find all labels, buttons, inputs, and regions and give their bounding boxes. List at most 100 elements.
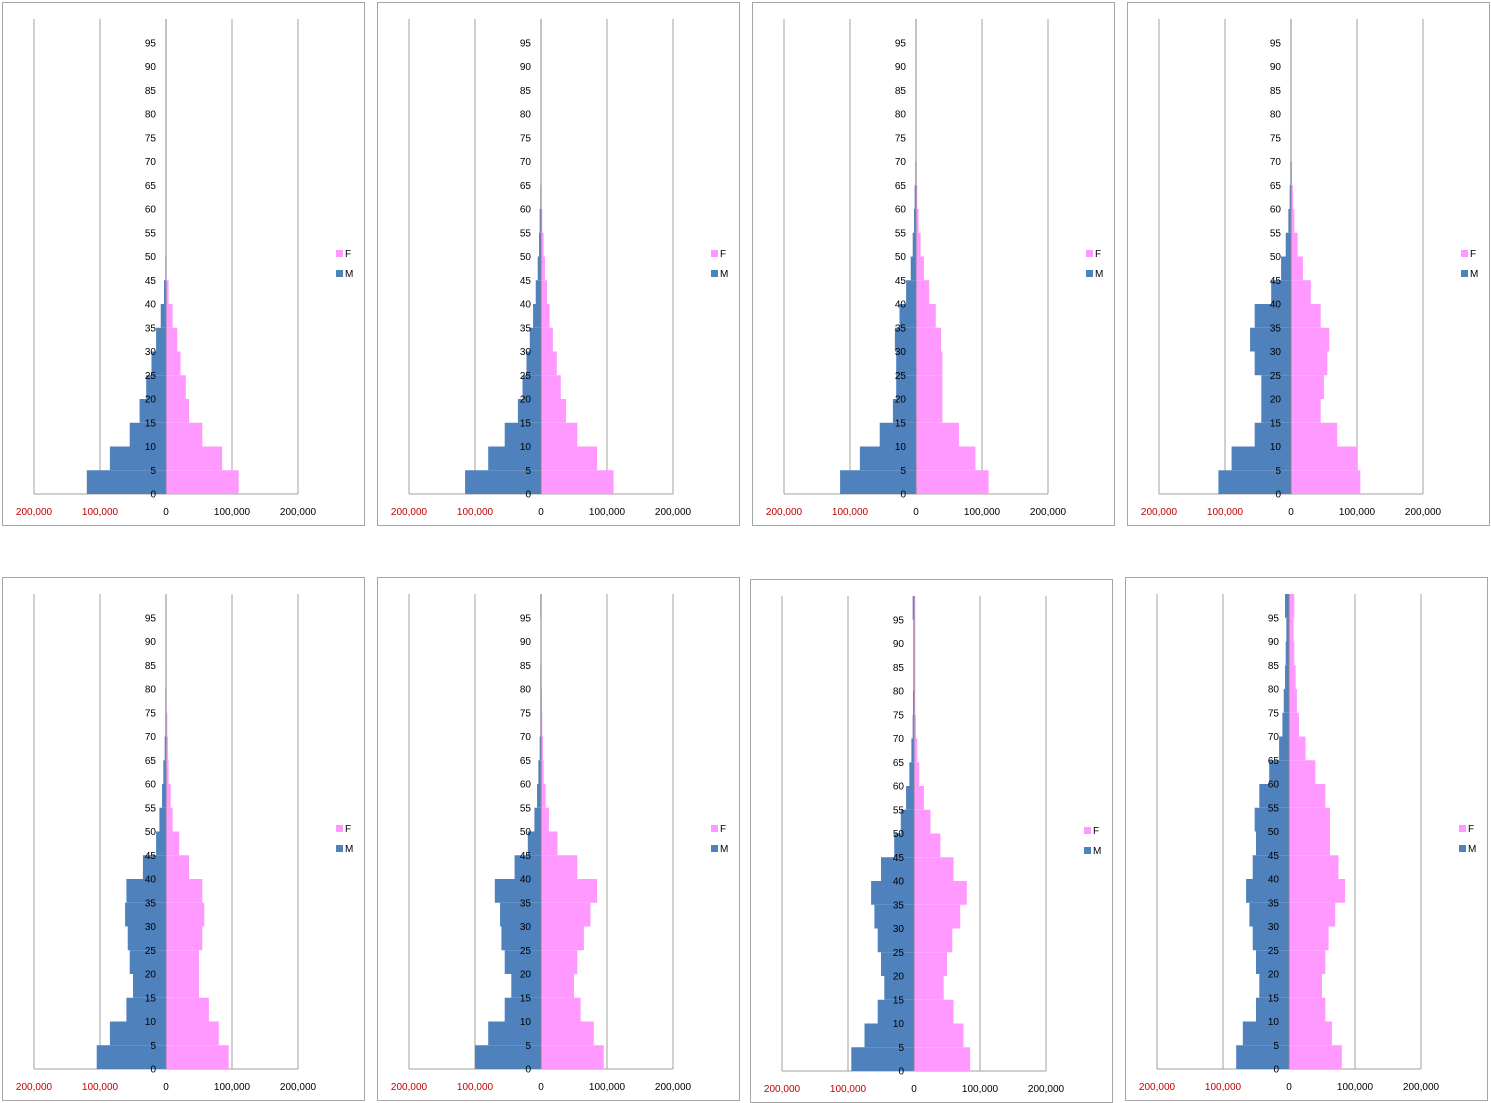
bar-male (96, 1045, 166, 1069)
y-tick-label: 80 (1270, 110, 1282, 121)
bar-female (1289, 974, 1322, 998)
legend-swatch-m (1459, 845, 1466, 852)
y-tick-label: 85 (893, 663, 905, 674)
y-tick-label: 70 (895, 157, 907, 168)
y-tick-label: 60 (893, 782, 905, 793)
bar-male (1281, 256, 1291, 281)
bar-female (541, 375, 561, 399)
y-tick-label: 30 (1270, 347, 1282, 358)
y-tick-label: 10 (145, 1017, 157, 1028)
x-tick-label: 200,000 (1030, 507, 1067, 518)
y-tick-label: 5 (525, 1041, 531, 1052)
bar-female (541, 784, 546, 808)
y-tick-label: 20 (520, 970, 532, 981)
y-tick-label: 45 (1270, 276, 1282, 287)
bar-female (541, 1045, 604, 1069)
bar-female (1289, 736, 1306, 761)
bar-male (511, 974, 541, 998)
bar-female (916, 256, 924, 281)
y-tick-label: 60 (520, 205, 532, 216)
y-tick-label: 40 (520, 300, 532, 311)
y-tick-label: 65 (145, 181, 157, 192)
y-tick-label: 40 (145, 875, 157, 886)
chart-svg: 0 5 10 15 20 25 30 35 40 45 50 55 60 65 70 75 80 85 90 95 20… (391, 19, 728, 518)
y-tick-label: 5 (525, 466, 531, 477)
y-tick-label: 10 (893, 1019, 905, 1030)
y-tick-label: 10 (1268, 1017, 1280, 1028)
y-tick-label: 95 (520, 613, 532, 624)
bar-male (1256, 997, 1289, 1022)
legend-swatch-f (711, 825, 718, 832)
x-tick-label: 0 (538, 507, 544, 518)
bar-female (166, 375, 186, 399)
bar-female (914, 1023, 964, 1048)
chart-svg: 0 5 10 15 20 25 30 35 40 45 50 55 60 65 70 75 80 85 90 95 20… (766, 19, 1103, 518)
bar-male (488, 1021, 541, 1046)
bar-female (166, 997, 209, 1022)
legend-label-m: M (720, 269, 728, 280)
y-tick-label: 65 (893, 758, 905, 769)
bar-male (914, 209, 916, 233)
y-tick-label: 80 (145, 685, 157, 696)
y-tick-label: 35 (145, 898, 157, 909)
y-tick-label: 15 (893, 995, 905, 1006)
x-tick-label: 0 (911, 1084, 917, 1095)
legend-label-m: M (1093, 846, 1101, 857)
y-tick-label: 55 (520, 803, 532, 814)
y-tick-label: 20 (520, 395, 532, 406)
bar-female (914, 976, 944, 1000)
bar-male (535, 280, 541, 304)
bar-female (541, 902, 591, 927)
bar-female (1289, 665, 1296, 689)
bar-female (914, 596, 916, 620)
y-tick-label: 40 (1268, 875, 1280, 886)
bar-female (541, 831, 558, 856)
y-tick-label: 25 (893, 948, 905, 959)
x-tick-label: 0 (538, 1082, 544, 1093)
legend-swatch-m (1461, 270, 1468, 277)
bar-female (916, 209, 919, 233)
bar-male (1246, 879, 1289, 903)
bar-female (916, 280, 930, 304)
bar-male (539, 232, 541, 257)
bar-female (541, 327, 553, 352)
y-tick-label: 50 (520, 827, 532, 838)
legend-label-m: M (1095, 269, 1103, 280)
bar-male (912, 596, 914, 620)
y-tick-label: 40 (895, 300, 907, 311)
bar-female (166, 399, 190, 423)
y-tick-label: 65 (895, 181, 907, 192)
y-tick-label: 20 (145, 970, 157, 981)
y-tick-label: 75 (145, 133, 157, 144)
bar-female (541, 736, 543, 761)
y-tick-label: 40 (520, 875, 532, 886)
bar-female (1289, 617, 1294, 642)
bar-female (914, 643, 916, 668)
x-tick-label: 100,000 (214, 507, 251, 518)
y-tick-label: 70 (893, 734, 905, 745)
y-tick-label: 20 (1270, 395, 1282, 406)
bar-male (900, 809, 914, 834)
bar-female (166, 304, 173, 328)
bar-female (1289, 879, 1346, 903)
y-tick-label: 40 (145, 300, 157, 311)
bar-male (1261, 375, 1291, 399)
legend-label-f: F (345, 249, 351, 260)
y-tick-label: 10 (1270, 442, 1282, 453)
bar-female (916, 351, 943, 376)
bar-female (1291, 256, 1303, 281)
y-tick-label: 35 (893, 900, 905, 911)
x-tick-label: 200,000 (1028, 1084, 1065, 1095)
bar-male (465, 470, 541, 494)
y-tick-label: 30 (895, 347, 907, 358)
y-tick-label: 25 (520, 371, 532, 382)
y-tick-label: 75 (1268, 708, 1280, 719)
y-tick-label: 5 (1273, 1041, 1279, 1052)
bar-male (164, 736, 166, 761)
y-tick-label: 90 (520, 62, 532, 73)
legend-label-f: F (720, 249, 726, 260)
y-tick-label: 55 (145, 803, 157, 814)
x-tick-label: 0 (163, 1082, 169, 1093)
bar-male (896, 375, 916, 399)
y-tick-label: 15 (145, 418, 157, 429)
